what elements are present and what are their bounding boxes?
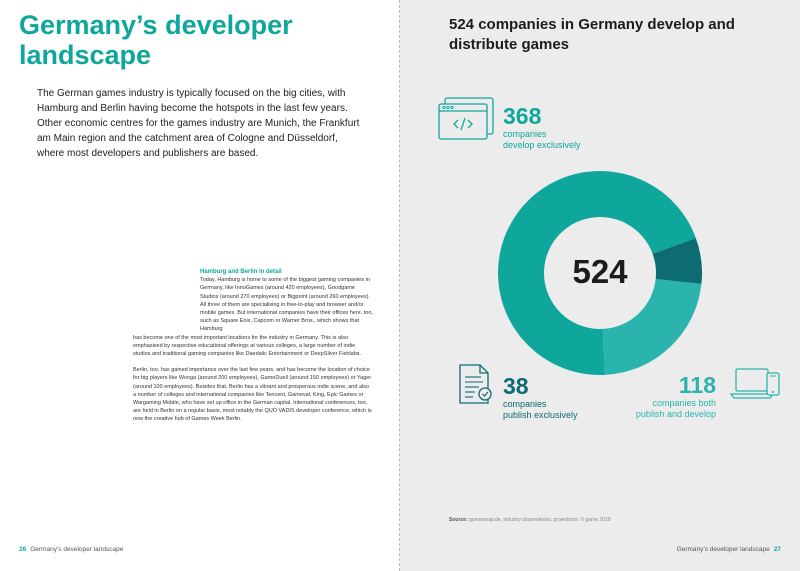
page-title: Germany’s developer landscape [19, 10, 293, 70]
donut-slice-companies-both-publish-and-develop [602, 278, 702, 375]
sidebox-paragraph-2: Berlin, too, has gained importance over … [133, 367, 372, 423]
stat-both-number: 118 [678, 372, 716, 398]
donut-center-total: 524 [572, 253, 628, 290]
left-page: Germany’s developer landscape The German… [19, 10, 373, 553]
source-label: Source: [449, 517, 468, 523]
intro-paragraph: The German games industry is typically f… [37, 88, 360, 159]
right-page [400, 0, 800, 571]
stat-develop-number: 368 [503, 103, 542, 129]
sidebox-paragraph-1b: has become one of the most important loc… [133, 334, 362, 358]
footer-right: Germany’s developer landscape 27 [677, 546, 781, 553]
sidebox-paragraph-1a: Today, Hamburg is home to some of the bi… [200, 277, 373, 333]
code-window-icon [438, 97, 494, 140]
sidebox-indented-block: Hamburg and Berlin in detail Today, Hamb… [200, 268, 373, 334]
stat-both-label-2: publish and develop [635, 409, 716, 419]
sidebox-hamburg-berlin: Hamburg and Berlin in detail Today, Hamb… [133, 268, 373, 424]
stat-develop-exclusively: 368 companies develop exclusively [503, 104, 581, 151]
stat-both-label-1: companies both [652, 398, 716, 408]
donut-slice-develop-exclusively [498, 171, 696, 375]
page-number-left: 26 [19, 546, 27, 553]
chart-title: 524 companies in Germany develop and dis… [449, 16, 735, 53]
source-note: Source: gamesmap.de, industry observatio… [449, 517, 611, 523]
stat-develop-label-1: companies [503, 129, 547, 139]
footer-right-text: Germany’s developer landscape [676, 546, 770, 553]
footer-left: 26 Germany’s developer landscape [19, 546, 123, 553]
stat-develop-label-2: develop exclusively [503, 140, 581, 150]
document-check-icon [459, 364, 492, 404]
laptop-phone-icon [729, 368, 780, 399]
donut-slices [498, 171, 702, 375]
stat-publish-number: 38 [503, 373, 529, 399]
sidebox-heading: Hamburg and Berlin in detail [200, 269, 282, 275]
footer-left-text: Germany’s developer landscape [30, 546, 124, 553]
source-text: gamesmap.de, industry observations, proj… [469, 517, 611, 523]
stat-publish-label-1: companies [503, 399, 547, 409]
page-number-right: 27 [773, 546, 781, 553]
donut-slice-publish-exclusively [652, 238, 702, 284]
donut-chart: 524 [498, 171, 702, 375]
stat-both: 118 companies both publish and develop [636, 373, 716, 420]
stat-publish-exclusively: 38 companies publish exclusively [503, 374, 578, 421]
page-divider [399, 0, 400, 571]
stat-publish-label-2: publish exclusively [503, 410, 578, 420]
